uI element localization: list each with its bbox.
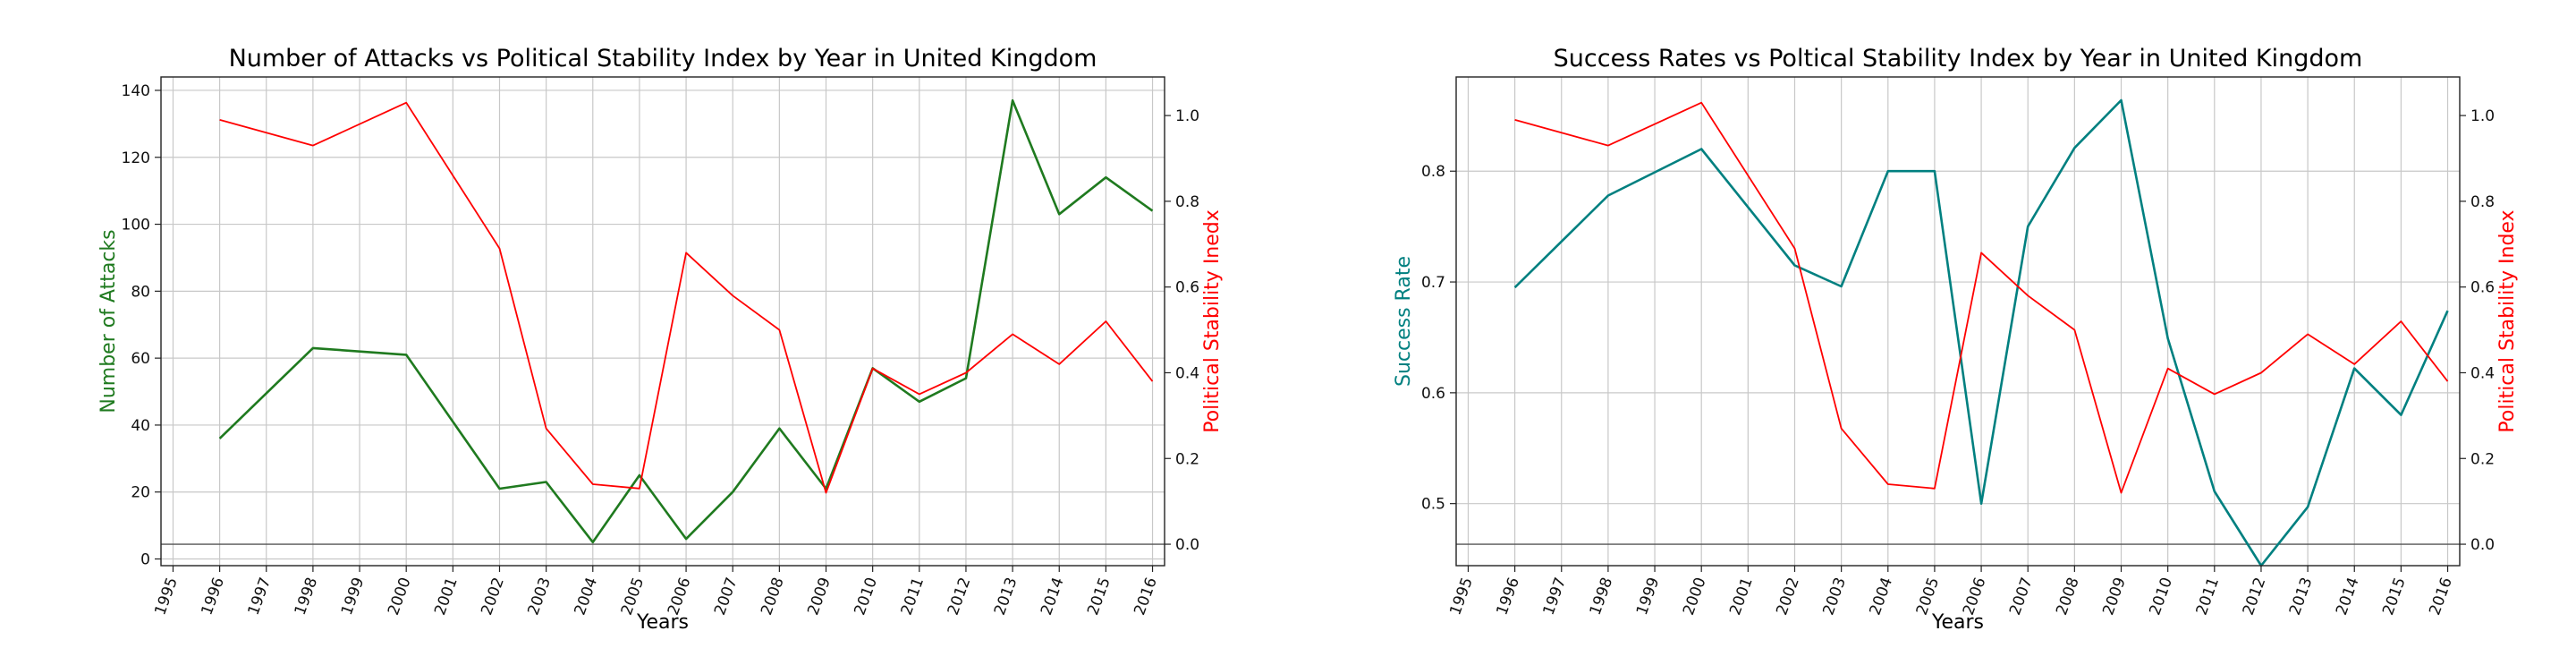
chart-title: Success Rates vs Poltical Stability Inde… <box>1554 45 2363 72</box>
x-axis-label: Years <box>636 611 689 634</box>
x-tick-label: 2001 <box>1726 576 1757 618</box>
x-tick-label: 2012 <box>2240 576 2270 618</box>
y-tick-label-left: 100 <box>122 217 150 234</box>
x-tick-label: 2016 <box>1131 576 1161 618</box>
series-line-left-axis <box>218 98 1154 544</box>
x-tick-label: 2002 <box>1773 576 1803 618</box>
y-tick-label-left: 80 <box>131 283 150 301</box>
y-tick-label-left: 0.7 <box>1421 274 1445 292</box>
y-tick-label-right: 0.6 <box>1175 279 1199 297</box>
y-tick-label-left: 0.5 <box>1421 496 1445 514</box>
x-tick-label: 1995 <box>1446 576 1477 618</box>
x-tick-label: 2012 <box>945 576 975 618</box>
x-tick-label: 2013 <box>2286 576 2317 618</box>
chart-1: 1995 1996 1997 1998 1999 2000 2001 2002 2003 2004… <box>97 45 1224 634</box>
y-tick-label-right: 0.8 <box>1175 193 1199 211</box>
y-tick-label-right: 1.0 <box>2470 107 2495 125</box>
y-tick-label-right: 0.4 <box>2470 364 2495 382</box>
y-axis-label-right: Political Stability Index <box>2496 209 2519 432</box>
y-axis-label-left: Success Rate <box>1393 256 1415 387</box>
y-tick-label-left: 60 <box>131 350 150 368</box>
y-tick-label-right: 0.2 <box>1175 450 1199 468</box>
x-tick-label: 2001 <box>431 576 462 618</box>
grid <box>161 77 1165 566</box>
x-tick-label: 1998 <box>292 576 322 618</box>
y-tick-label-left: 20 <box>131 484 150 502</box>
x-tick-label: 2015 <box>1084 576 1114 618</box>
x-tick-label: 2000 <box>1680 576 1710 618</box>
y-tick-label-left: 0 <box>140 551 150 569</box>
x-tick-label: 2015 <box>2379 576 2410 618</box>
x-axis-label: Years <box>1931 611 1984 634</box>
y-tick-label-left: 0.6 <box>1421 385 1445 403</box>
y-tick-label-left: 40 <box>131 417 150 435</box>
x-tick-label: 1998 <box>1587 576 1617 618</box>
y-tick-label-right: 0.4 <box>1175 364 1199 382</box>
x-tick-label: 2009 <box>2099 576 2130 618</box>
x-tick-label: 2011 <box>2193 576 2224 618</box>
y-axis-label-left: Number of Attacks <box>97 229 120 413</box>
x-tick-label: 2008 <box>2053 576 2083 618</box>
x-tick-label: 1997 <box>1540 576 1571 618</box>
x-tick-label: 2007 <box>2006 576 2037 618</box>
y-tick-label-right: 0.0 <box>1175 536 1199 554</box>
y-tick-label-left: 120 <box>122 149 150 167</box>
x-tick-label: 2000 <box>385 576 415 618</box>
x-tick-label: 2016 <box>2426 576 2456 618</box>
x-tick-label: 2002 <box>478 576 508 618</box>
x-tick-label: 1999 <box>338 576 369 618</box>
x-tick-label: 2009 <box>804 576 835 618</box>
y-axis-label-right: Political Stability Inedx <box>1201 209 1224 433</box>
y-tick-label-right: 0.0 <box>2470 536 2495 554</box>
x-tick-label: 1995 <box>151 576 182 618</box>
plot-frame <box>160 76 1165 567</box>
plot-frame <box>1455 76 2461 567</box>
x-tick-label: 2004 <box>572 576 602 618</box>
x-tick-label: 2003 <box>524 576 555 618</box>
y-tick-label-right: 1.0 <box>1175 107 1199 125</box>
x-tick-label: 1997 <box>245 576 275 618</box>
x-tick-label: 2013 <box>991 576 1021 618</box>
x-tick-label: 1996 <box>1493 576 1523 618</box>
series-line-right-axis <box>219 101 1154 494</box>
x-tick-label: 2010 <box>2146 576 2176 618</box>
chart-2: 1995 1996 1997 1998 1999 2000 2001 2002 2003 2004… <box>1393 45 2519 634</box>
x-tick-label: 2003 <box>1819 576 1850 618</box>
x-tick-label: 1996 <box>198 576 228 618</box>
x-tick-label: 2007 <box>711 576 741 618</box>
x-tick-label: 1999 <box>1633 576 1664 618</box>
y-tick-label-right: 0.8 <box>2470 193 2495 211</box>
x-tick-label: 2010 <box>851 576 881 618</box>
x-tick-label: 2014 <box>1038 576 1068 618</box>
series-line-right-axis <box>1514 101 2449 494</box>
grid <box>1456 77 2460 566</box>
y-tick-label-left: 140 <box>122 82 150 100</box>
y-tick-label-right: 0.2 <box>2470 450 2495 468</box>
y-tick-label-left: 0.8 <box>1421 163 1445 181</box>
x-tick-label: 2011 <box>898 576 928 618</box>
y-tick-label-right: 0.6 <box>2470 279 2495 297</box>
series-line-left-axis <box>1513 98 2449 567</box>
x-tick-label: 2004 <box>1867 576 1897 618</box>
x-tick-label: 2014 <box>2333 576 2363 618</box>
x-tick-label: 2008 <box>758 576 788 618</box>
chart-title: Number of Attacks vs Political Stability… <box>229 45 1097 72</box>
